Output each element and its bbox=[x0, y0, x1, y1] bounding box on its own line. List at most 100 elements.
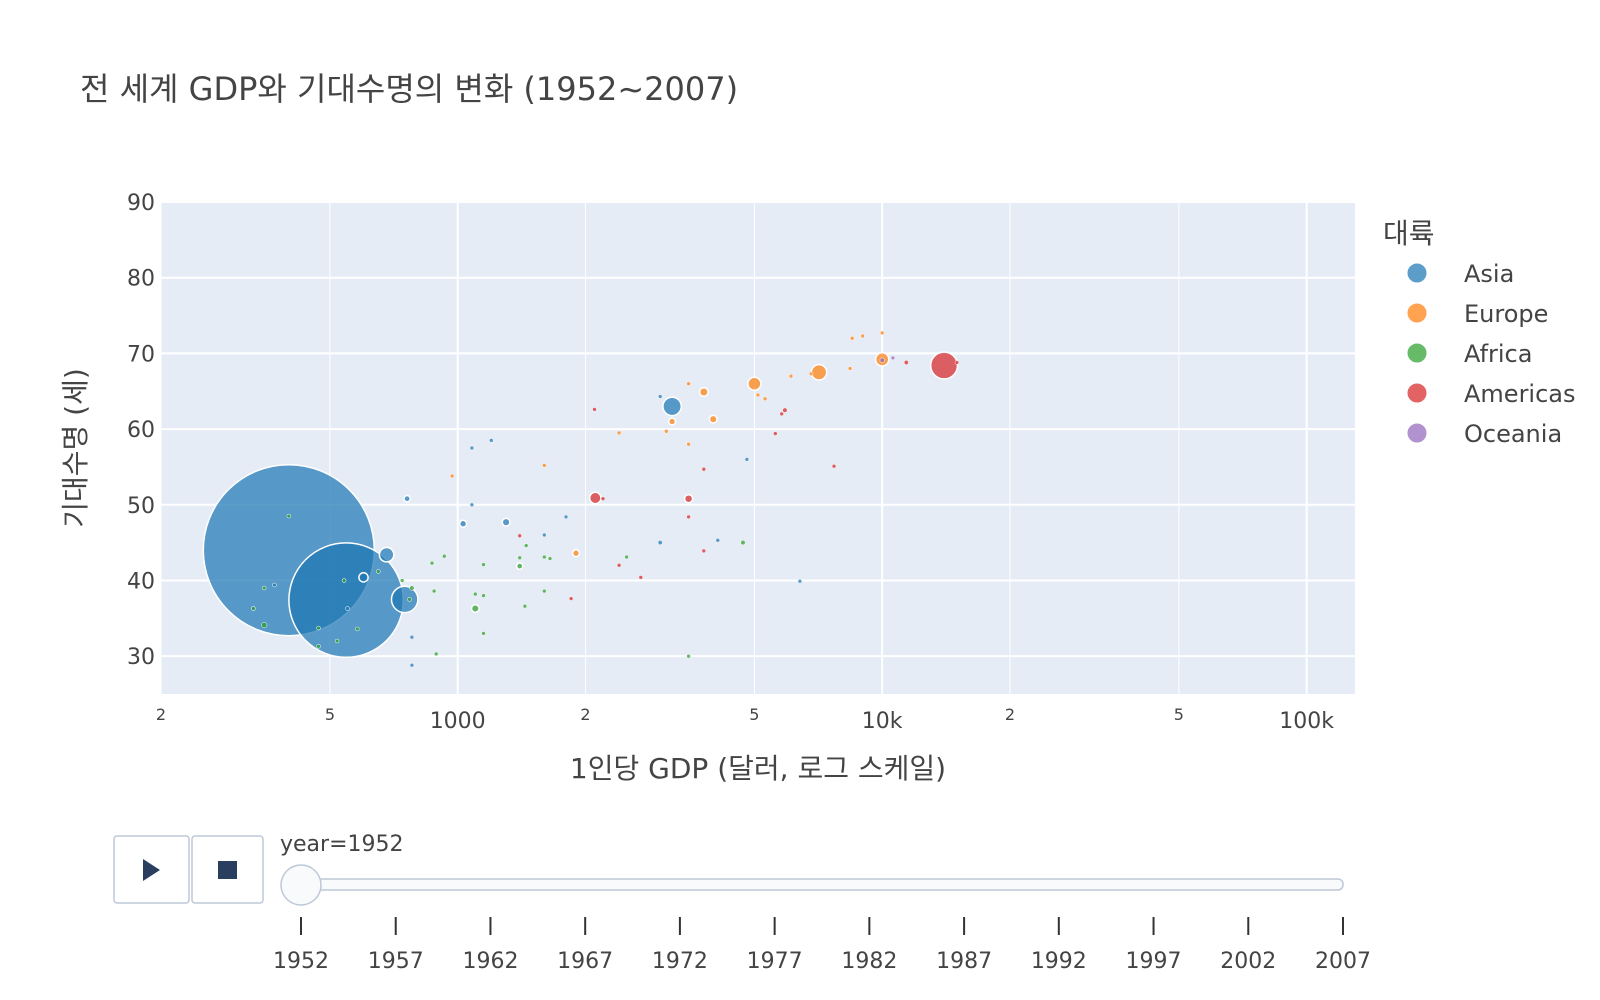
play-button[interactable] bbox=[113, 835, 190, 904]
legend-item-oceania[interactable]: Oceania bbox=[1406, 420, 1562, 448]
bubble-africa[interactable] bbox=[473, 591, 478, 597]
bubble-europe[interactable] bbox=[708, 414, 718, 424]
bubble-americas[interactable] bbox=[568, 596, 574, 601]
stop-button[interactable] bbox=[191, 835, 264, 904]
bubble-africa[interactable] bbox=[686, 653, 691, 659]
legend-item-europe[interactable]: Europe bbox=[1406, 300, 1548, 328]
legend-item-americas[interactable]: Americas bbox=[1406, 380, 1576, 408]
bubble-africa[interactable] bbox=[429, 560, 435, 566]
bubble-africa[interactable] bbox=[316, 644, 321, 649]
bubble-europe[interactable] bbox=[616, 430, 622, 436]
bubble-africa[interactable] bbox=[470, 603, 480, 614]
bubble-africa[interactable] bbox=[261, 585, 267, 591]
bubble-americas[interactable] bbox=[588, 491, 602, 505]
bubble-europe[interactable] bbox=[449, 473, 455, 479]
slider-step-label[interactable]: 1982 bbox=[841, 949, 897, 974]
bubble-americas[interactable] bbox=[929, 351, 959, 380]
bubble-europe[interactable] bbox=[664, 429, 669, 434]
bubble-americas[interactable] bbox=[616, 563, 622, 568]
bubble-americas[interactable] bbox=[638, 575, 644, 580]
bubble-americas[interactable] bbox=[954, 360, 960, 365]
bubble-americas[interactable] bbox=[686, 514, 691, 520]
bubble-europe[interactable] bbox=[698, 386, 709, 398]
bubble-africa[interactable] bbox=[522, 603, 528, 609]
bubble-asia[interactable] bbox=[409, 634, 415, 640]
bubble-africa[interactable] bbox=[409, 585, 415, 591]
bubble-americas[interactable] bbox=[701, 548, 707, 554]
bubble-europe[interactable] bbox=[879, 330, 885, 336]
bubble-americas[interactable] bbox=[903, 360, 909, 365]
slider-track[interactable] bbox=[299, 878, 1344, 891]
slider-step-label[interactable]: 1952 bbox=[273, 949, 329, 974]
slider-step-label[interactable]: 2007 bbox=[1315, 949, 1371, 974]
bubble-asia[interactable] bbox=[469, 445, 475, 451]
bubble-asia[interactable] bbox=[378, 546, 395, 563]
bubble-oceania[interactable] bbox=[879, 357, 885, 363]
bubble-asia[interactable] bbox=[797, 578, 803, 584]
slider-step-label[interactable]: 1957 bbox=[368, 949, 424, 974]
bubble-asia[interactable] bbox=[409, 662, 415, 668]
bubble-africa[interactable] bbox=[740, 540, 746, 546]
bubble-africa[interactable] bbox=[515, 562, 524, 570]
bubble-africa[interactable] bbox=[341, 578, 347, 583]
bubble-africa[interactable] bbox=[376, 569, 381, 574]
bubble-africa[interactable] bbox=[431, 588, 437, 594]
bubble-americas[interactable] bbox=[517, 533, 522, 539]
bubble-africa[interactable] bbox=[442, 553, 447, 559]
bubble-americas[interactable] bbox=[701, 466, 707, 472]
bubble-americas[interactable] bbox=[779, 411, 784, 417]
bubble-africa[interactable] bbox=[334, 638, 340, 644]
slider-handle[interactable] bbox=[280, 864, 322, 906]
slider-step-label[interactable]: 1997 bbox=[1126, 949, 1182, 974]
bubble-europe[interactable] bbox=[849, 335, 855, 341]
bubble-asia[interactable] bbox=[715, 538, 721, 543]
bubble-europe[interactable] bbox=[847, 366, 853, 371]
bubble-europe[interactable] bbox=[747, 376, 762, 391]
bubble-asia[interactable] bbox=[358, 572, 369, 583]
slider-step-label[interactable]: 2002 bbox=[1220, 949, 1276, 974]
bubble-africa[interactable] bbox=[261, 622, 268, 629]
bubble-africa[interactable] bbox=[286, 513, 292, 519]
bubble-europe[interactable] bbox=[755, 392, 761, 398]
bubble-europe[interactable] bbox=[686, 381, 691, 386]
bubble-africa[interactable] bbox=[355, 626, 360, 632]
bubble-asia[interactable] bbox=[744, 457, 750, 462]
bubble-asia[interactable] bbox=[489, 438, 494, 443]
slider-step-label[interactable]: 1987 bbox=[936, 949, 992, 974]
bubble-africa[interactable] bbox=[481, 593, 486, 598]
slider-step-label[interactable]: 1977 bbox=[747, 949, 803, 974]
bubble-africa[interactable] bbox=[523, 543, 529, 548]
bubble-europe[interactable] bbox=[542, 463, 547, 468]
bubble-asia[interactable] bbox=[272, 582, 277, 588]
bubble-asia[interactable] bbox=[501, 517, 511, 527]
slider-step-label[interactable]: 1992 bbox=[1031, 949, 1087, 974]
bubble-americas[interactable] bbox=[600, 496, 606, 501]
bubble-africa[interactable] bbox=[399, 578, 405, 583]
bubble-americas[interactable] bbox=[773, 431, 778, 436]
bubble-africa[interactable] bbox=[433, 651, 439, 657]
bubble-africa[interactable] bbox=[547, 556, 553, 561]
bubble-europe[interactable] bbox=[667, 417, 677, 426]
bubble-europe[interactable] bbox=[571, 549, 581, 558]
slider-step-label[interactable]: 1962 bbox=[462, 949, 518, 974]
bubble-asia[interactable] bbox=[657, 540, 663, 546]
bubble-africa[interactable] bbox=[481, 562, 486, 567]
bubble-americas[interactable] bbox=[782, 407, 788, 413]
bubble-americas[interactable] bbox=[683, 493, 694, 504]
bubble-asia[interactable] bbox=[403, 494, 411, 503]
bubble-europe[interactable] bbox=[860, 333, 865, 339]
bubble-americas[interactable] bbox=[592, 407, 597, 412]
bubble-africa[interactable] bbox=[542, 554, 547, 560]
bubble-africa[interactable] bbox=[542, 588, 547, 594]
bubble-asia[interactable] bbox=[662, 396, 683, 417]
bubble-europe[interactable] bbox=[788, 373, 794, 379]
bubble-africa[interactable] bbox=[624, 554, 629, 560]
bubble-africa[interactable] bbox=[481, 631, 486, 636]
bubble-asia[interactable] bbox=[563, 514, 569, 520]
legend-item-africa[interactable]: Africa bbox=[1406, 340, 1532, 368]
bubble-africa[interactable] bbox=[517, 555, 522, 561]
legend-item-asia[interactable]: Asia bbox=[1406, 260, 1514, 288]
slider-step-label[interactable]: 1972 bbox=[652, 949, 708, 974]
bubble-asia[interactable] bbox=[657, 394, 663, 399]
bubble-europe[interactable] bbox=[808, 371, 814, 377]
